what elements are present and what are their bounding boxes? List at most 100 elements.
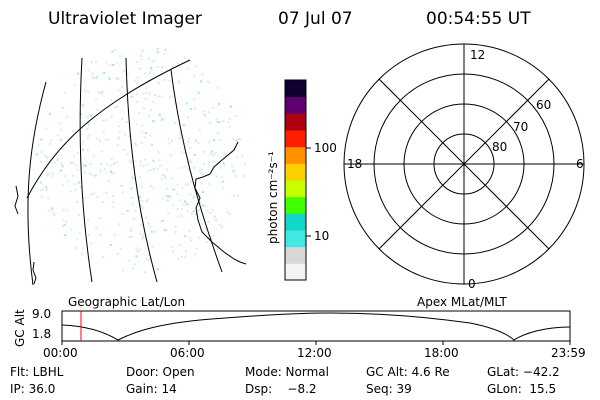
emission-speckle — [172, 188, 175, 191]
emission-speckle — [107, 75, 110, 78]
emission-speckle — [76, 152, 79, 155]
emission-speckle — [141, 200, 144, 203]
emission-speckle — [143, 136, 146, 139]
colorbar-band — [285, 263, 306, 281]
emission-speckle — [61, 225, 64, 228]
emission-speckle — [145, 87, 148, 90]
emission-speckle — [40, 195, 43, 198]
emission-speckle — [126, 210, 129, 212]
emission-speckle — [101, 150, 103, 153]
emission-speckle — [189, 237, 192, 240]
colorbar-band — [285, 130, 306, 148]
emission-speckle — [212, 234, 215, 237]
emission-speckle — [199, 219, 202, 222]
emission-speckle — [119, 185, 122, 188]
emission-speckle — [130, 95, 133, 98]
emission-speckle — [73, 183, 76, 186]
emission-speckle — [78, 232, 81, 234]
emission-speckle — [95, 227, 98, 230]
emission-speckle — [193, 97, 196, 100]
timeline-frame — [61, 310, 571, 342]
emission-speckle — [70, 228, 73, 231]
emission-speckle — [180, 214, 183, 217]
emission-speckle — [164, 48, 167, 51]
emission-speckle — [140, 185, 143, 188]
emission-speckle — [141, 237, 144, 240]
emission-speckle — [110, 170, 112, 173]
emission-speckle — [35, 153, 38, 156]
emission-speckle — [151, 119, 154, 122]
emission-speckle — [166, 199, 169, 202]
emission-speckle — [207, 163, 210, 166]
emission-speckle — [45, 186, 48, 189]
colorbar-band — [285, 213, 306, 231]
emission-speckle — [181, 207, 183, 210]
emission-speckle — [116, 161, 119, 163]
emission-speckle — [72, 155, 75, 158]
emission-speckle — [140, 224, 143, 227]
emission-speckle — [189, 60, 192, 63]
emission-speckle — [158, 113, 161, 116]
emission-speckle — [52, 208, 54, 211]
emission-speckle — [187, 168, 190, 171]
emission-speckle — [128, 159, 131, 162]
colorbar-band — [285, 230, 306, 248]
emission-speckle — [231, 170, 234, 173]
emission-speckle — [183, 152, 186, 155]
emission-speckle — [200, 182, 203, 185]
emission-speckle — [227, 121, 230, 124]
emission-speckle — [178, 244, 181, 247]
emission-speckle — [116, 62, 119, 65]
emission-speckle — [49, 142, 52, 145]
mlat-70-label: 70 — [513, 120, 529, 134]
emission-speckle — [44, 154, 47, 157]
emission-speckle — [178, 81, 181, 84]
emission-speckle — [170, 196, 173, 199]
auroral-emission-speckles — [35, 48, 246, 274]
emission-speckle — [109, 64, 112, 66]
emission-speckle — [104, 138, 107, 141]
emission-speckle — [186, 67, 189, 70]
emission-speckle — [60, 138, 63, 141]
emission-speckle — [46, 156, 49, 159]
emission-speckle — [89, 162, 92, 165]
emission-speckle — [182, 203, 185, 206]
y-axis-bottom-label: 1.8 — [32, 327, 52, 341]
emission-speckle — [203, 237, 206, 240]
emission-speckle — [135, 100, 138, 103]
emission-speckle — [167, 212, 170, 215]
time-tick-label: 18:00 — [424, 346, 459, 360]
emission-speckle — [230, 152, 233, 155]
emission-speckle — [130, 187, 133, 190]
emission-speckle — [231, 138, 234, 141]
emission-speckle — [113, 106, 116, 109]
time-tick-label: 06:00 — [170, 346, 205, 360]
emission-speckle — [176, 183, 179, 186]
emission-speckle — [69, 190, 72, 193]
filter-readout: Flt: LBHL — [10, 365, 64, 379]
seq-readout: Seq: 39 — [366, 382, 412, 396]
longitude-line — [27, 81, 47, 286]
emission-speckle — [103, 167, 106, 170]
emission-speckle — [139, 232, 142, 235]
emission-speckle — [161, 197, 164, 200]
emission-speckle — [185, 102, 188, 105]
emission-speckle — [121, 191, 124, 194]
emission-speckle — [151, 60, 154, 63]
emission-speckle — [156, 48, 159, 51]
emission-speckle — [212, 139, 215, 142]
emission-speckle — [112, 194, 115, 197]
emission-speckle — [40, 150, 43, 153]
emission-speckle — [79, 113, 82, 116]
emission-speckle — [156, 51, 159, 54]
emission-speckle — [208, 182, 211, 185]
emission-speckle — [145, 92, 148, 95]
emission-speckle — [135, 93, 138, 96]
colorbar-band — [285, 163, 306, 181]
emission-speckle — [142, 206, 144, 209]
emission-speckle — [208, 161, 210, 164]
emission-speckle — [58, 122, 61, 125]
emission-speckle — [111, 50, 114, 53]
emission-speckle — [158, 82, 160, 85]
